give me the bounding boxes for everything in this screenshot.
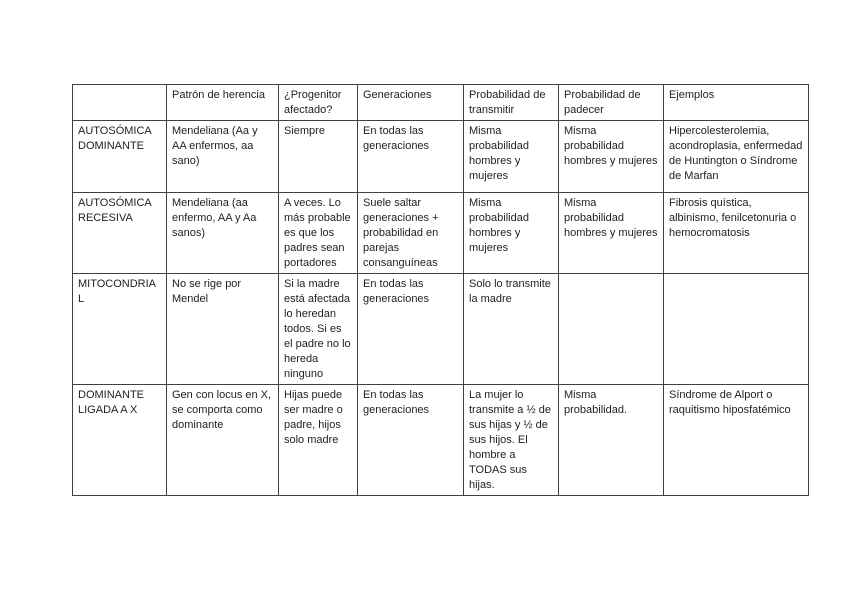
- cell-ejemplos: Hipercolesterolemia, acondroplasia, enfe…: [663, 120, 809, 193]
- header-ejemplos: Ejemplos: [663, 84, 809, 121]
- cell-prob-padecer: Misma probabilidad hombres y mujeres: [558, 120, 664, 193]
- cell-ejemplos: [663, 273, 809, 385]
- header-empty: [72, 84, 167, 121]
- header-patron-herencia: Patrón de herencia: [166, 84, 279, 121]
- cell-generaciones: En todas las generaciones: [357, 120, 464, 193]
- cell-ejemplos: Fibrosis quística, albinismo, fenilceton…: [663, 192, 809, 274]
- cell-patron: Mendeliana (aa enfermo, AA y Aa sanos): [166, 192, 279, 274]
- table-row: AUTOSÓMICA RECESIVA Mendeliana (aa enfer…: [72, 192, 809, 274]
- cell-patron: Mendeliana (Aa y AA enfermos, aa sano): [166, 120, 279, 193]
- row-label-dominante-ligada-x: DOMINANTE LIGADA A X: [72, 384, 167, 496]
- row-label-mitocondrial: MITOCONDRIAL: [72, 273, 167, 385]
- cell-prob-transmitir: Misma probabilidad hombres y mujeres: [463, 120, 559, 193]
- cell-prob-transmitir: Solo lo transmite la madre: [463, 273, 559, 385]
- table-header-row: Patrón de herencia ¿Progenitor afectado?…: [72, 84, 809, 121]
- cell-generaciones: Suele saltar generaciones + probabilidad…: [357, 192, 464, 274]
- cell-prob-padecer: [558, 273, 664, 385]
- cell-prob-padecer: Misma probabilidad hombres y mujeres: [558, 192, 664, 274]
- cell-ejemplos: Síndrome de Alport o raquitismo hiposfat…: [663, 384, 809, 496]
- header-prob-padecer: Probabilidad de padecer: [558, 84, 664, 121]
- cell-patron: No se rige por Mendel: [166, 273, 279, 385]
- cell-prob-padecer: Misma probabilidad.: [558, 384, 664, 496]
- cell-progenitor: Si la madre está afectada lo heredan tod…: [278, 273, 358, 385]
- cell-generaciones: En todas las generaciones: [357, 384, 464, 496]
- table-row: DOMINANTE LIGADA A X Gen con locus en X,…: [72, 384, 809, 496]
- header-progenitor-afectado: ¿Progenitor afectado?: [278, 84, 358, 121]
- table-row: MITOCONDRIAL No se rige por Mendel Si la…: [72, 273, 809, 385]
- header-generaciones: Generaciones: [357, 84, 464, 121]
- cell-prob-transmitir: La mujer lo transmite a ½ de sus hijas y…: [463, 384, 559, 496]
- table-row: AUTOSÓMICA DOMINANTE Mendeliana (Aa y AA…: [72, 120, 809, 193]
- cell-generaciones: En todas las generaciones: [357, 273, 464, 385]
- header-prob-transmitir: Probabilidad de transmitir: [463, 84, 559, 121]
- cell-patron: Gen con locus en X, se comporta como dom…: [166, 384, 279, 496]
- cell-prob-transmitir: Misma probabilidad hombres y mujeres: [463, 192, 559, 274]
- row-label-autosomica-dominante: AUTOSÓMICA DOMINANTE: [72, 120, 167, 193]
- cell-progenitor: Siempre: [278, 120, 358, 193]
- cell-progenitor: A veces. Lo más probable es que los padr…: [278, 192, 358, 274]
- cell-progenitor: Hijas puede ser madre o padre, hijos sol…: [278, 384, 358, 496]
- row-label-autosomica-recesiva: AUTOSÓMICA RECESIVA: [72, 192, 167, 274]
- inheritance-patterns-table: Patrón de herencia ¿Progenitor afectado?…: [72, 84, 809, 496]
